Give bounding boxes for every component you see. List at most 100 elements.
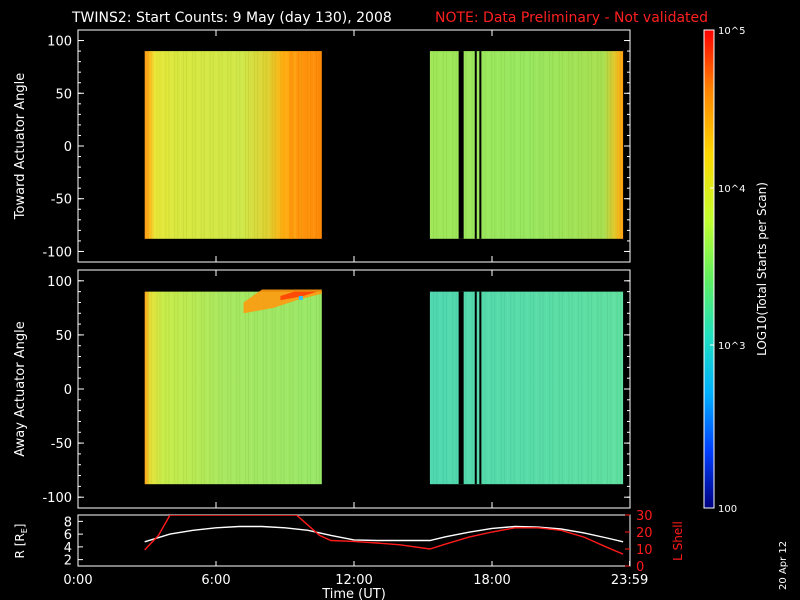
heatmap-texture: [191, 291, 193, 485]
heatmap-texture: [552, 291, 554, 485]
y-tick-label: 50: [55, 87, 72, 102]
data-dropout: [458, 51, 464, 239]
heatmap-texture: [594, 51, 596, 239]
chart-title: TWINS2: Start Counts: 9 May (day 130), 2…: [71, 10, 392, 26]
heatmap-texture: [500, 51, 502, 239]
heatmap-texture: [188, 291, 190, 485]
heatmap-texture: [203, 291, 205, 485]
heatmap-texture: [171, 291, 173, 485]
heatmap-texture: [186, 51, 188, 239]
heatmap-texture: [465, 291, 467, 485]
heatmap-texture: [574, 51, 576, 239]
heatmap-texture: [542, 51, 544, 239]
l-shell-line: [144, 515, 624, 555]
y-axis-label-left: R [RE]: [13, 524, 29, 559]
heatmap-texture: [471, 291, 473, 485]
heatmap-texture: [452, 51, 454, 239]
heatmap-texture: [177, 51, 179, 239]
heatmap-texture: [221, 51, 223, 239]
x-tick-label: 6:00: [201, 573, 230, 588]
heatmap-texture: [289, 291, 291, 485]
heatmap-texture: [584, 51, 586, 239]
heatmap-texture: [171, 51, 173, 239]
heatmap-texture: [209, 291, 211, 485]
heatmap-texture: [206, 51, 208, 239]
heatmap-texture: [177, 291, 179, 485]
heatmap-texture: [529, 51, 531, 239]
heatmap-texture: [301, 291, 303, 485]
heatmap-texture: [523, 291, 525, 485]
heatmap-texture: [233, 291, 235, 485]
heatmap-texture: [200, 51, 202, 239]
heatmap-texture: [478, 51, 480, 239]
heatmap-texture: [183, 51, 185, 239]
heatmap-texture: [597, 51, 599, 239]
y-tick-label: 100: [47, 275, 72, 290]
heatmap-texture: [197, 51, 199, 239]
heatmap-texture: [245, 291, 247, 485]
heatmap-texture: [295, 51, 297, 239]
heatmap-texture: [500, 291, 502, 485]
y-tick-label-left: 4: [64, 541, 72, 556]
heatmap-texture: [312, 51, 314, 239]
x-tick-label: 18:00: [473, 573, 510, 588]
heatmap-texture: [150, 51, 152, 239]
heatmap-texture: [236, 51, 238, 239]
heatmap-texture: [295, 291, 297, 485]
heatmap-texture: [607, 51, 608, 239]
heatmap-texture: [565, 291, 567, 485]
heatmap-texture: [174, 291, 176, 485]
panel-toward: 100 50 0 -50 -100 Toward Actuator Angle: [13, 29, 631, 263]
heatmap-texture: [439, 51, 441, 239]
heatmap-texture: [597, 291, 599, 485]
heatmap-texture: [183, 291, 185, 485]
heatmap-texture: [147, 51, 149, 239]
heatmap-texture: [259, 51, 261, 239]
y-tick-label: 100: [47, 35, 72, 50]
data-dropout: [479, 51, 482, 239]
heatmap-texture: [494, 51, 496, 239]
heatmap-texture: [590, 51, 592, 239]
heatmap-texture: [215, 291, 217, 485]
heatmap-texture: [513, 51, 515, 239]
heatmap-texture: [516, 51, 518, 239]
heatmap-texture: [283, 291, 285, 485]
heatmap-texture: [581, 51, 583, 239]
colorbar-tick-label: 10^4: [718, 184, 745, 195]
y-tick-label: 50: [55, 329, 72, 344]
heatmap-texture: [274, 291, 276, 485]
heatmap-texture: [298, 291, 300, 485]
heatmap-texture: [452, 291, 454, 485]
heatmap-texture: [442, 51, 444, 239]
colorbar-tick-label: 100: [718, 504, 737, 515]
heatmap-texture: [227, 291, 229, 485]
heatmap-texture: [600, 291, 602, 485]
heatmap-texture: [536, 291, 538, 485]
heatmap-texture: [245, 51, 247, 239]
heatmap-texture: [578, 51, 580, 239]
heatmap-texture: [280, 51, 282, 239]
heatmap-texture: [497, 51, 499, 239]
heatmap-texture: [491, 291, 493, 485]
heatmap-texture: [242, 51, 244, 239]
heatmap-texture: [224, 51, 226, 239]
heatmap-block: [144, 291, 322, 485]
y-tick-label-right: 0: [636, 560, 644, 575]
heatmap-texture: [274, 51, 276, 239]
heatmap-texture: [301, 51, 303, 239]
heatmap-texture: [503, 291, 505, 485]
y-tick-label: 0: [64, 383, 72, 398]
heatmap-texture: [194, 51, 196, 239]
heatmap-texture: [610, 291, 612, 485]
heatmap-texture: [262, 51, 264, 239]
y-tick-label: -100: [42, 491, 72, 506]
y-tick-label-right: 10: [636, 543, 653, 558]
heatmap-texture: [153, 291, 155, 485]
data-dropout: [474, 51, 477, 239]
heatmap-texture: [484, 291, 486, 485]
heatmap-texture: [536, 51, 538, 239]
heatmap-texture: [239, 51, 241, 239]
heatmap-texture: [491, 51, 493, 239]
heatmap-texture: [165, 51, 167, 239]
heatmap-texture: [539, 51, 541, 239]
